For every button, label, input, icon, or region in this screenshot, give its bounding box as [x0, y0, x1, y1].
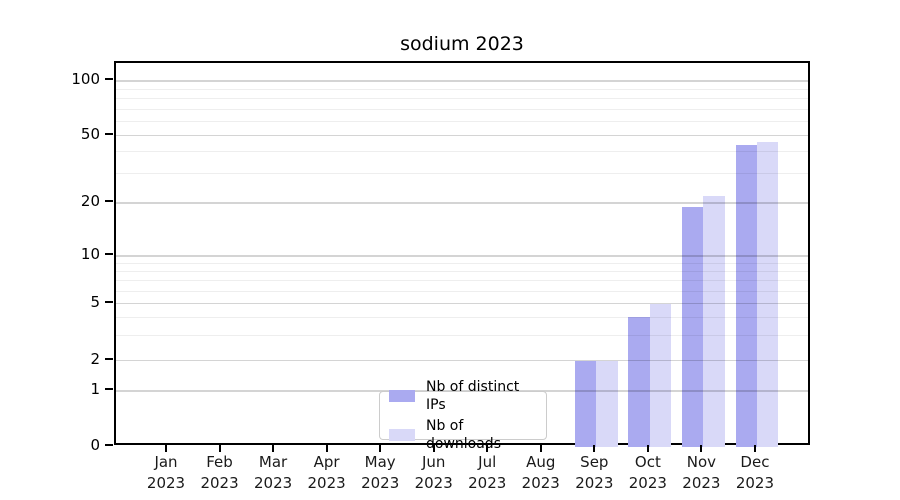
- legend: Nb of distinct IPs Nb of downloads: [379, 379, 547, 452]
- legend-swatch-downloads: [389, 429, 415, 441]
- x-tick-mar: [272, 445, 275, 452]
- gridline-minor-60: [116, 120, 808, 122]
- x-tick-label-mar: Mar 2023: [253, 453, 293, 492]
- x-tick-sep: [593, 445, 596, 452]
- gridline-minor-3: [116, 334, 808, 336]
- bar-dec-downloads: [756, 141, 779, 447]
- legend-entry-downloads: Nb of downloads: [389, 417, 537, 453]
- x-tick-label-jun: Jun 2023: [414, 453, 453, 492]
- gridline-minor-80: [116, 98, 808, 100]
- bar-nov-distinct-ips: [682, 206, 704, 447]
- gridline-minor-4: [116, 316, 808, 318]
- x-tick-label-jul: Jul 2023: [468, 453, 507, 492]
- y-tick-label-0: 0: [90, 436, 100, 454]
- legend-label-distinct-ips: Nb of distinct IPs: [426, 379, 520, 413]
- legend-swatch-distinct-ips: [389, 390, 415, 402]
- x-tick-label-sep: Sep 2023: [575, 453, 614, 492]
- gridline-major-100: [116, 80, 808, 82]
- bar-dec-distinct-ips: [735, 144, 757, 447]
- y-tick-5: [105, 300, 113, 303]
- y-tick-10: [105, 253, 113, 255]
- y-tick-20: [105, 200, 113, 202]
- x-tick-label-oct: Oct 2023: [628, 453, 667, 492]
- gridline-minor-7: [116, 279, 808, 281]
- x-tick-label-feb: Feb 2023: [200, 453, 239, 492]
- y-tick-label-100: 100: [71, 70, 100, 88]
- gridline-minor-90: [116, 88, 808, 90]
- x-tick-label-aug: Aug 2023: [521, 453, 560, 492]
- x-tick-label-jan: Jan 2023: [146, 453, 186, 492]
- x-tick-label-nov: Nov 2023: [682, 453, 721, 492]
- x-tick-label-may: May 2023: [361, 453, 400, 492]
- bar-oct-distinct-ips: [628, 317, 650, 447]
- y-tick-1: [105, 388, 113, 390]
- bar-nov-downloads: [703, 195, 725, 447]
- x-tick-apr: [325, 445, 328, 452]
- chart-title: sodium 2023: [400, 33, 524, 55]
- x-tick-label-dec: Dec 2023: [735, 453, 775, 492]
- gridline-major-10: [116, 255, 808, 257]
- x-tick-nov: [700, 445, 703, 452]
- x-tick-aug: [539, 445, 542, 452]
- gridline-minor-6: [116, 290, 808, 292]
- bar-sep-distinct-ips: [574, 360, 597, 447]
- gridline-major-2: [116, 359, 808, 362]
- bar-oct-downloads: [649, 303, 672, 447]
- bars-layer: [116, 63, 808, 447]
- x-tick-feb: [218, 445, 221, 452]
- y-tick-0: [105, 444, 113, 446]
- gridline-major-5: [116, 302, 808, 305]
- y-tick-label-2: 2: [90, 349, 100, 368]
- y-tick-2: [105, 357, 113, 360]
- gridline-minor-9: [116, 262, 808, 264]
- x-tick-jun: [432, 445, 435, 452]
- y-tick-label-5: 5: [90, 292, 100, 311]
- y-tick-50: [105, 132, 113, 135]
- y-tick-100: [105, 78, 113, 80]
- x-tick-label-apr: Apr 2023: [307, 453, 346, 492]
- y-tick-label-10: 10: [80, 245, 100, 263]
- y-tick-label-20: 20: [80, 192, 100, 210]
- x-tick-dec: [753, 445, 756, 452]
- x-tick-jul: [486, 445, 489, 452]
- plot-area: Nb of distinct IPs Nb of downloads: [114, 61, 810, 452]
- legend-entry-distinct-ips: Nb of distinct IPs: [389, 378, 537, 414]
- gridline-minor-70: [116, 108, 808, 110]
- gridline-minor-40: [116, 151, 808, 153]
- y-tick-label-1: 1: [90, 380, 100, 398]
- gridline-minor-8: [116, 270, 808, 272]
- bar-sep-downloads: [596, 360, 618, 447]
- x-tick-oct: [646, 445, 649, 452]
- gridline-major-20: [116, 202, 808, 204]
- legend-label-downloads: Nb of downloads: [426, 418, 501, 452]
- gridline-minor-30: [116, 172, 808, 174]
- gridline-major-50: [116, 134, 808, 137]
- y-tick-label-50: 50: [80, 124, 100, 143]
- x-tick-may: [379, 445, 382, 452]
- x-tick-jan: [165, 445, 167, 452]
